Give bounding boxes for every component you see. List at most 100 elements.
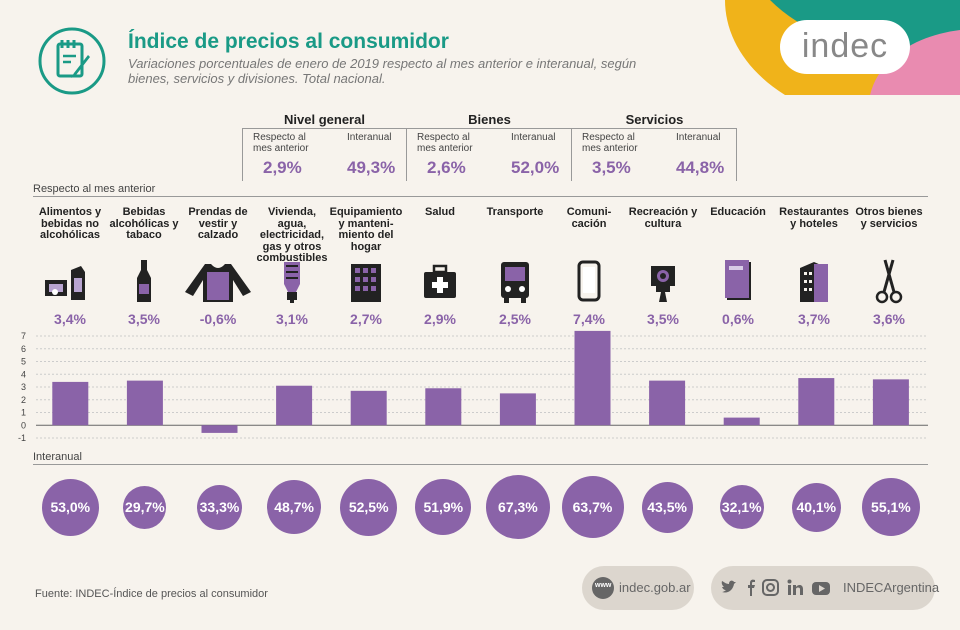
summary-monthly-value: 2,9% (263, 158, 302, 177)
bus-icon (501, 262, 529, 303)
y-tick-label: 2 (21, 395, 26, 405)
facebook-icon[interactable] (748, 579, 755, 596)
yearly-bubble: 48,7% (267, 480, 322, 534)
category-label: Salud (425, 206, 455, 218)
category-monthly-value: 0,6% (722, 311, 754, 327)
category-monthly-value: 2,7% (350, 311, 382, 327)
bar (126, 380, 163, 426)
summary-box: Respecto al mes anterior Interanual 2,6%… (407, 128, 572, 181)
bar (574, 330, 611, 426)
bar (723, 417, 760, 426)
social-handle: INDECArgentina (843, 580, 940, 595)
light-bulb-icon (284, 262, 300, 303)
bar (649, 380, 686, 426)
bar (350, 390, 387, 426)
page-title: Índice de precios al consumidor (128, 30, 449, 53)
summary-box: Respecto al mes anterior Interanual 2,9%… (242, 128, 407, 181)
web-globe-icon (592, 577, 614, 599)
y-tick-label: 4 (21, 369, 26, 379)
summary-sub-yearly: Interanual (511, 132, 556, 143)
bar (201, 425, 238, 433)
category-monthly-value: 3,7% (798, 311, 830, 327)
category-monthly-value: 3,4% (54, 311, 86, 327)
category-label: Recreación y cultura (628, 206, 698, 230)
summary-sub-yearly: Interanual (347, 132, 392, 143)
first-aid-kit-icon (424, 264, 456, 298)
monthly-bar-chart: -1 0 1 2 3 4 5 6 7 (18, 330, 928, 443)
youtube-icon[interactable] (812, 582, 830, 595)
y-tick-label: 0 (21, 420, 26, 430)
social-icons-row (721, 579, 830, 596)
summary-sub-monthly: Respecto al mes anterior (582, 132, 638, 154)
category-label: Bebidas alcohólicas y tabaco (109, 206, 179, 241)
notepad-pencil-icon (38, 27, 106, 95)
section-label-yearly: Interanual (33, 451, 82, 463)
y-tick-label: 6 (21, 344, 26, 354)
page-subtitle: Variaciones porcentuales de enero de 201… (128, 56, 637, 86)
notebook-icon (725, 260, 751, 300)
camera-icon (651, 266, 675, 302)
summary-monthly-value: 3,5% (592, 158, 631, 177)
category-monthly-value: 3,6% (873, 311, 905, 327)
yearly-bubble: 53,0% (41, 478, 99, 536)
category-monthly-value: 2,9% (424, 311, 456, 327)
category-label: Vivienda, agua, electricidad, gas y otro… (256, 206, 328, 264)
bar (872, 379, 909, 426)
yearly-bubble: 33,3% (197, 484, 242, 530)
summary-box: Respecto al mes anterior Interanual 3,5%… (572, 128, 737, 181)
divider (33, 196, 928, 197)
yearly-bubble: 63,7% (561, 476, 624, 538)
category-label: Alimentos y bebidas no alcohólicas (38, 206, 102, 241)
category-label: Prendas de vestir y calzado (188, 206, 248, 241)
category-monthly-value: 3,5% (128, 311, 160, 327)
y-tick-label: -1 (18, 433, 26, 443)
category-monthly-value: -0,6% (199, 311, 237, 327)
category-monthly-value: 7,4% (573, 311, 605, 327)
yearly-bubble: 29,7% (123, 485, 167, 529)
hotel-icon (800, 262, 828, 302)
groceries-icon (45, 266, 85, 300)
y-tick-label: 1 (21, 408, 26, 418)
website-link[interactable]: www indec.gob.ar (582, 566, 694, 610)
sweater-icon (185, 264, 251, 302)
source-note: Fuente: INDEC-Índice de precios al consu… (35, 588, 268, 600)
building-icon (351, 264, 381, 302)
bar (276, 385, 313, 426)
indec-logo: indec (780, 20, 910, 74)
social-links: INDECArgentina (711, 566, 939, 610)
bar (52, 381, 89, 426)
yearly-bubble: 55,1% (861, 478, 920, 536)
bar (425, 388, 462, 426)
category-label: Transporte (486, 206, 544, 218)
bar (798, 378, 835, 426)
instagram-icon[interactable] (762, 579, 779, 596)
summary-sub-monthly: Respecto al mes anterior (253, 132, 309, 154)
yearly-bubble: 43,5% (641, 481, 693, 533)
category-monthly-value: 3,5% (647, 311, 679, 327)
yearly-bubble: 51,9% (415, 479, 472, 535)
summary-title: Nivel general (284, 112, 365, 127)
website-text: indec.gob.ar (619, 580, 691, 595)
category-label: Educación (710, 206, 766, 218)
summary-title: Bienes (468, 112, 511, 127)
scissors-icon (875, 259, 903, 304)
wine-bottle-icon (137, 260, 151, 302)
y-tick-label: 7 (21, 331, 26, 341)
divider (33, 464, 928, 465)
twitter-icon[interactable] (721, 580, 736, 593)
summary-monthly-value: 2,6% (427, 158, 466, 177)
mobile-phone-icon (577, 260, 601, 302)
category-label: Comuni- cación (566, 206, 612, 230)
bar (499, 393, 536, 426)
section-label-monthly: Respecto al mes anterior (33, 183, 156, 195)
summary-yearly-value: 52,0% (511, 158, 560, 177)
category-label: Otros bienes y servicios (855, 206, 923, 230)
y-tick-label: 5 (21, 357, 26, 367)
yearly-bubble: 67,3% (485, 475, 550, 539)
summary-yearly-value: 49,3% (347, 158, 396, 177)
linkedin-icon[interactable] (787, 579, 804, 596)
summary-bienes: Bienes Respecto al mes anterior Interanu… (407, 112, 572, 181)
summary-servicios: Servicios Respecto al mes anterior Inter… (572, 112, 737, 181)
summary-sub-monthly: Respecto al mes anterior (417, 132, 473, 154)
yearly-bubble: 32,1% (719, 485, 764, 529)
